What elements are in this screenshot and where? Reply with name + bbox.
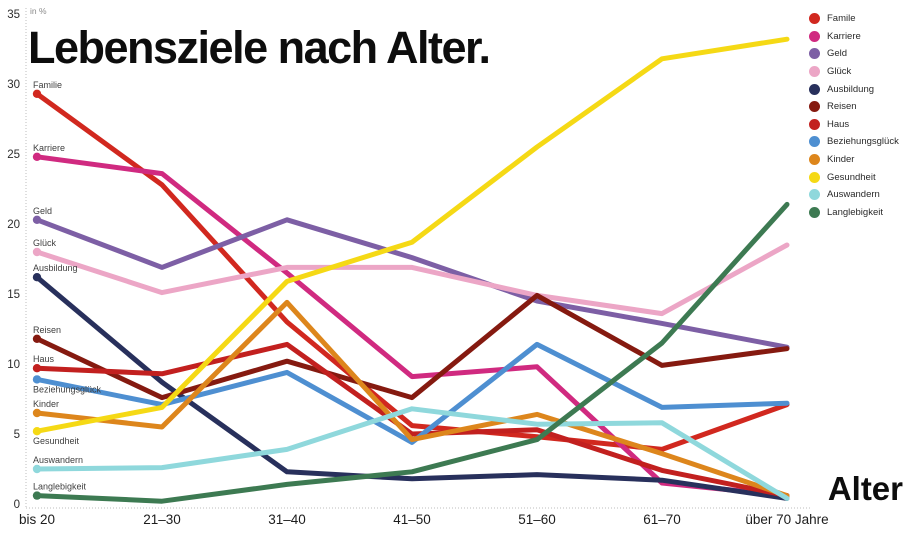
legend-label: Glück <box>827 66 852 78</box>
y-tick-label: 10 <box>7 359 20 371</box>
x-tick-label: 51–60 <box>518 512 556 527</box>
series-startpoint-reisen <box>32 334 42 343</box>
x-tick-label: 31–40 <box>268 512 306 527</box>
legend-label: Reisen <box>827 101 857 113</box>
x-tick-label: 61–70 <box>643 512 681 527</box>
legend-label: Karriere <box>827 30 861 42</box>
legend-item-famile: Famile <box>809 10 909 28</box>
legend-label: Geld <box>827 48 848 60</box>
series-startpoint-haus <box>32 364 42 373</box>
legend-color-dot <box>809 154 820 166</box>
x-tick-label: über 70 Jahre <box>745 512 828 527</box>
legend-color-dot <box>809 66 820 78</box>
legend-color-dot <box>809 136 820 148</box>
series-startpoint-langlebigkeit <box>32 491 42 500</box>
series-label-auswandern: Auswandern <box>33 455 83 465</box>
series-startpoint-glück <box>32 247 42 257</box>
series-label-ausbildung: Ausbildung <box>33 263 78 273</box>
x-tick-label: 41–50 <box>393 512 431 527</box>
series-label-geld: Geld <box>33 206 52 216</box>
legend-label: Gesundheit <box>827 171 876 183</box>
legend-color-dot <box>809 83 820 95</box>
legend-item-beziehungsglück: Beziehungsglück <box>809 133 909 151</box>
legend-label: Auswandern <box>827 189 880 201</box>
y-tick-label: 5 <box>14 429 20 441</box>
legend-label: Famile <box>827 13 856 25</box>
legend-label: Ausbildung <box>827 83 875 95</box>
legend-color-dot <box>809 171 820 183</box>
series-label-beziehungsglück: Beziehungsglück <box>33 384 102 394</box>
legend-label: Haus <box>827 118 850 130</box>
page-title: Lebensziele nach Alter. <box>28 22 491 73</box>
y-tick-label: 0 <box>14 499 20 511</box>
series-line-auswandern <box>34 406 790 501</box>
legend-label: Langlebigkeit <box>827 206 883 218</box>
series-startpoint-beziehungsglück <box>32 375 42 384</box>
series-line-haus <box>34 341 790 499</box>
legend-item-glück: Glück <box>809 63 909 81</box>
series-startpoint-auswandern <box>32 464 42 474</box>
y-tick-label: 25 <box>7 149 20 161</box>
series-label-glück: Glück <box>33 238 57 248</box>
legend-color-dot <box>809 118 820 130</box>
x-axis-title: Alter <box>827 470 903 507</box>
legend-item-auswandern: Auswandern <box>809 186 909 204</box>
legend-color-dot <box>809 101 820 113</box>
legend-item-gesundheit: Gesundheit <box>809 168 909 186</box>
legend-item-langlebigkeit: Langlebigkeit <box>809 204 909 222</box>
series-label-haus: Haus <box>33 354 55 364</box>
series-line-gesundheit <box>34 36 790 434</box>
x-tick-label: bis 20 <box>19 512 55 527</box>
legend-color-dot <box>809 189 820 201</box>
series-line-langlebigkeit <box>34 201 790 504</box>
y-axis-unit-label: in % <box>30 6 47 16</box>
legend-item-haus: Haus <box>809 116 909 134</box>
legend-item-geld: Geld <box>809 45 909 63</box>
series-startpoint-karriere <box>32 152 42 161</box>
legend: Famile Karriere Geld Glück Ausbildung Reisen H… <box>809 10 909 221</box>
y-tick-label: 20 <box>7 219 20 231</box>
legend-item-karriere: Karriere <box>809 28 909 46</box>
series-startpoint-kinder <box>32 408 42 418</box>
series-startpoint-gesundheit <box>32 427 42 436</box>
series-label-kinder: Kinder <box>33 399 59 409</box>
legend-item-reisen: Reisen <box>809 98 909 116</box>
y-tick-label: 15 <box>7 289 20 301</box>
series-line-geld <box>34 217 790 350</box>
series-label-langlebigkeit: Langlebigkeit <box>33 482 87 492</box>
series-line-reisen <box>34 292 790 401</box>
series-startpoint-geld <box>32 215 42 224</box>
series-startpoint-familie <box>32 89 42 99</box>
series-label-reisen: Reisen <box>33 325 61 335</box>
series-line-ausbildung <box>34 274 790 501</box>
y-tick-label: 35 <box>7 9 20 21</box>
legend-item-kinder: Kinder <box>809 151 909 169</box>
series-label-karriere: Karriere <box>33 143 65 153</box>
series-startpoint-ausbildung <box>32 273 42 282</box>
series-line-familie <box>34 91 790 452</box>
series-label-familie: Familie <box>33 80 62 90</box>
legend-color-dot <box>809 206 820 218</box>
legend-item-ausbildung: Ausbildung <box>809 80 909 98</box>
legend-color-dot <box>809 48 820 60</box>
legend-color-dot <box>809 13 820 25</box>
series-line-karriere <box>34 154 790 499</box>
y-tick-label: 30 <box>7 79 20 91</box>
legend-label: Kinder <box>827 154 855 166</box>
series-label-gesundheit: Gesundheit <box>33 436 80 446</box>
legend-label: Beziehungsglück <box>827 136 899 148</box>
x-tick-label: 21–30 <box>143 512 181 527</box>
series-line-kinder <box>34 299 790 499</box>
series-line-glück <box>34 242 790 317</box>
legend-color-dot <box>809 30 820 42</box>
